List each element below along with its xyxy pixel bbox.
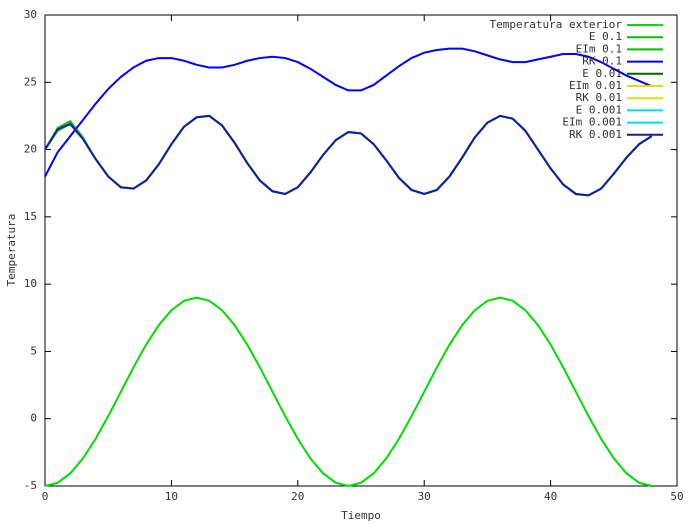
series-line (44, 114, 653, 197)
series-line (44, 114, 653, 197)
x-tick-label: 30 (418, 490, 431, 503)
y-tick-label: 0 (30, 412, 37, 425)
series-line (44, 114, 653, 197)
legend-label: E 0.001 (576, 103, 622, 116)
y-tick-label: 5 (30, 344, 37, 357)
x-tick-label: 0 (42, 490, 49, 503)
y-tick-label: -5 (24, 479, 37, 492)
legend-label: RK 0.1 (582, 55, 622, 68)
series-line (44, 114, 653, 197)
series-line (44, 114, 653, 197)
legend-label: Temperatura exterior (490, 18, 623, 31)
series-line (44, 296, 652, 488)
x-tick-label: 20 (291, 490, 304, 503)
series-line (44, 47, 653, 177)
y-axis-label: Temperatura (5, 214, 18, 287)
series-line (44, 114, 653, 197)
legend-label: E 0.1 (589, 30, 622, 43)
legend-label: EIm 0.1 (576, 42, 622, 55)
plot-frame (44, 14, 678, 487)
legend-label: RK 0.01 (576, 91, 622, 104)
x-axis-label: Tiempo (341, 509, 381, 522)
legend-label: EIm 0.001 (562, 116, 622, 129)
y-tick-label: 15 (24, 210, 37, 223)
x-tick-label: 40 (544, 490, 557, 503)
legend-label: RK 0.001 (569, 128, 622, 141)
series-line (44, 114, 653, 197)
x-tick-label: 50 (670, 490, 683, 503)
y-tick-label: 25 (24, 75, 37, 88)
y-tick-label: 30 (24, 8, 37, 21)
legend-label: E 0.01 (582, 67, 622, 80)
y-tick-label: 20 (24, 143, 37, 156)
legend-label: EIm 0.01 (569, 79, 622, 92)
y-tick-label: 10 (24, 277, 37, 290)
series-line (44, 114, 653, 197)
x-tick-label: 10 (165, 490, 178, 503)
